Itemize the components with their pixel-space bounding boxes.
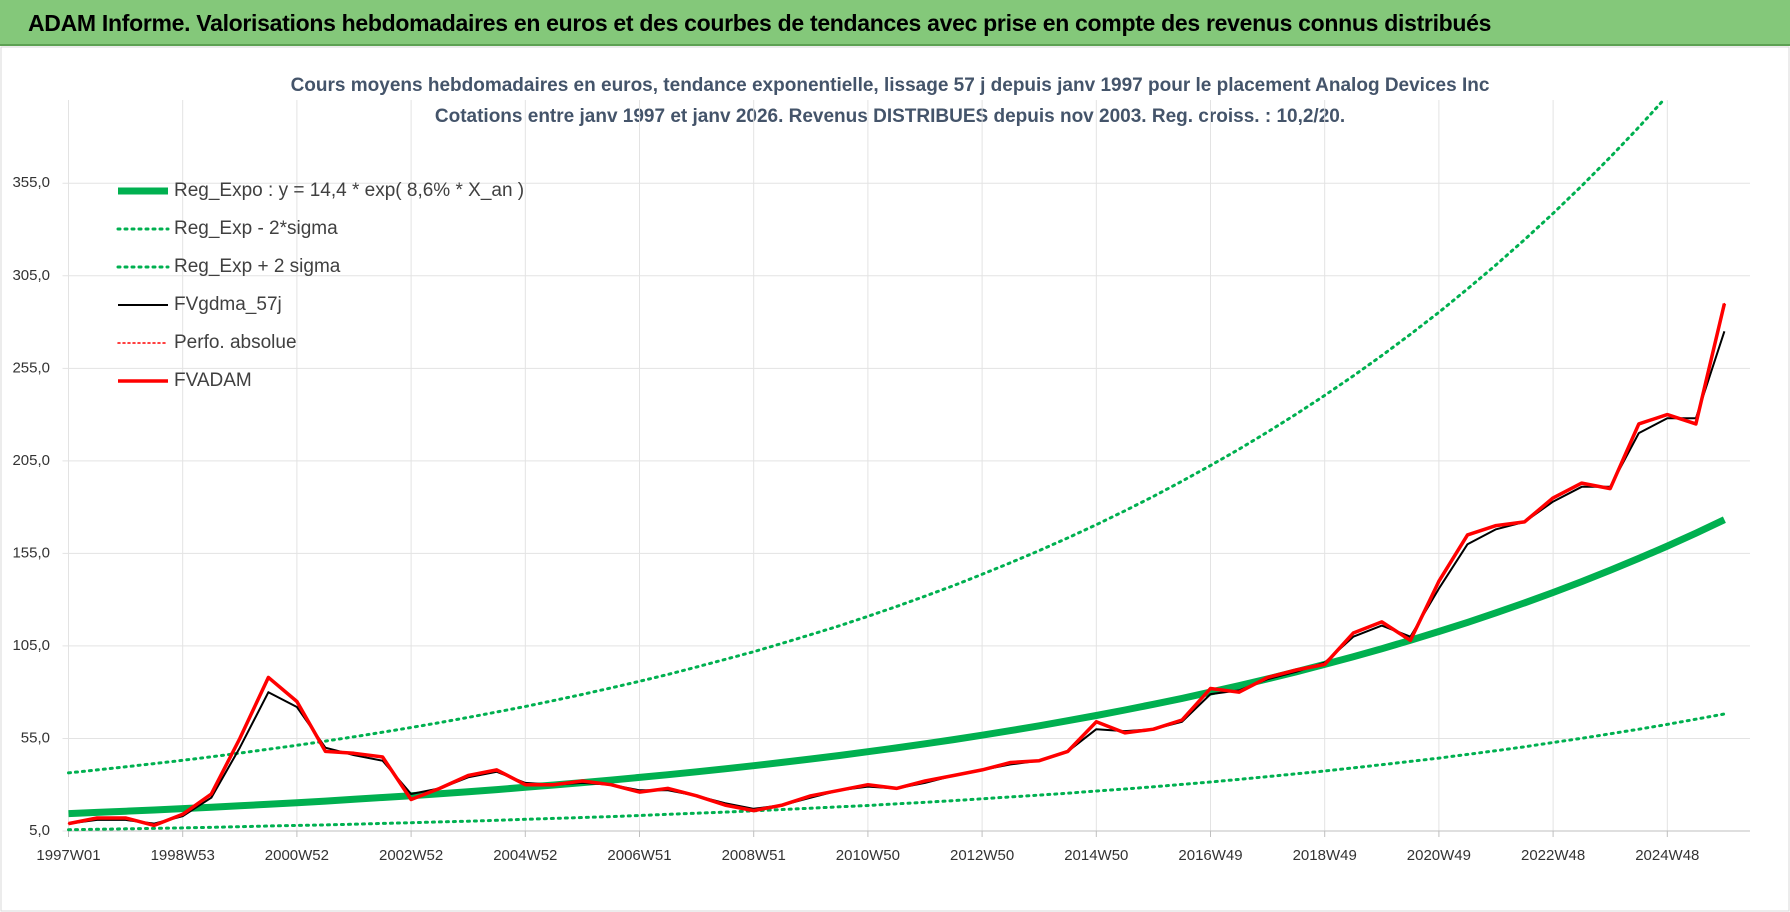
x-tick-label: 2022W48 <box>1521 847 1585 864</box>
x-tick-label: 2012W50 <box>950 847 1014 864</box>
legend-label: FVADAM <box>174 370 252 391</box>
plot <box>67 100 1727 832</box>
series-line <box>67 100 1666 775</box>
y-tick-label: 305,0 <box>12 267 50 284</box>
y-tick-label: 155,0 <box>12 544 50 561</box>
legend: Reg_Expo : y = 14,4 * exp( 8,6% * X_an )… <box>116 180 524 391</box>
x-tick-label: 2004W52 <box>493 847 557 864</box>
x-tick-label: 1998W53 <box>151 847 215 864</box>
x-tick-label: 2000W52 <box>265 847 329 864</box>
y-tick-label: 255,0 <box>12 359 50 376</box>
y-tick-label: 5,0 <box>29 822 50 839</box>
legend-label: Reg_Exp + 2 sigma <box>174 256 341 277</box>
chart-title: Cours moyens hebdomadaires en euros, ten… <box>291 75 1490 96</box>
legend-label: Perfo. absolue <box>174 332 297 353</box>
series-line <box>68 516 1726 818</box>
legend-label: FVgdma_57j <box>174 294 282 315</box>
x-tick-label: 1997W01 <box>36 847 100 864</box>
chart: Cours moyens hebdomadaires en euros, ten… <box>0 46 1790 912</box>
x-tick-label: 2016W49 <box>1178 847 1242 864</box>
legend-label: Reg_Exp - 2*sigma <box>174 218 338 239</box>
y-tick-label: 105,0 <box>12 637 50 654</box>
series-line <box>68 303 1727 828</box>
x-tick-label: 2010W50 <box>836 847 900 864</box>
y-tick-label: 55,0 <box>21 729 50 746</box>
header-title: ADAM Informe. Valorisations hebdomadaire… <box>28 10 1492 36</box>
x-tick-label: 2014W50 <box>1064 847 1128 864</box>
legend-label: Reg_Expo : y = 14,4 * exp( 8,6% * X_an ) <box>174 180 524 201</box>
y-tick-label: 355,0 <box>12 174 50 191</box>
x-tick-label: 2002W52 <box>379 847 443 864</box>
chart-subtitle: Cotations entre janv 1997 et janv 2026. … <box>435 106 1345 127</box>
y-tick-label: 205,0 <box>12 452 50 469</box>
x-tick-label: 2018W49 <box>1293 847 1357 864</box>
x-tick-label: 2006W51 <box>607 847 671 864</box>
header-bar: ADAM Informe. Valorisations hebdomadaire… <box>0 0 1790 46</box>
x-tick-label: 2020W49 <box>1407 847 1471 864</box>
x-tick-label: 2024W48 <box>1635 847 1699 864</box>
series-line <box>67 712 1726 832</box>
x-tick-label: 2008W51 <box>722 847 786 864</box>
chart-frame <box>0 46 1790 912</box>
grid: 5,0 55,0 105,0 155,0 205,0 255,0 305,0 355,0 199… <box>12 100 1750 864</box>
